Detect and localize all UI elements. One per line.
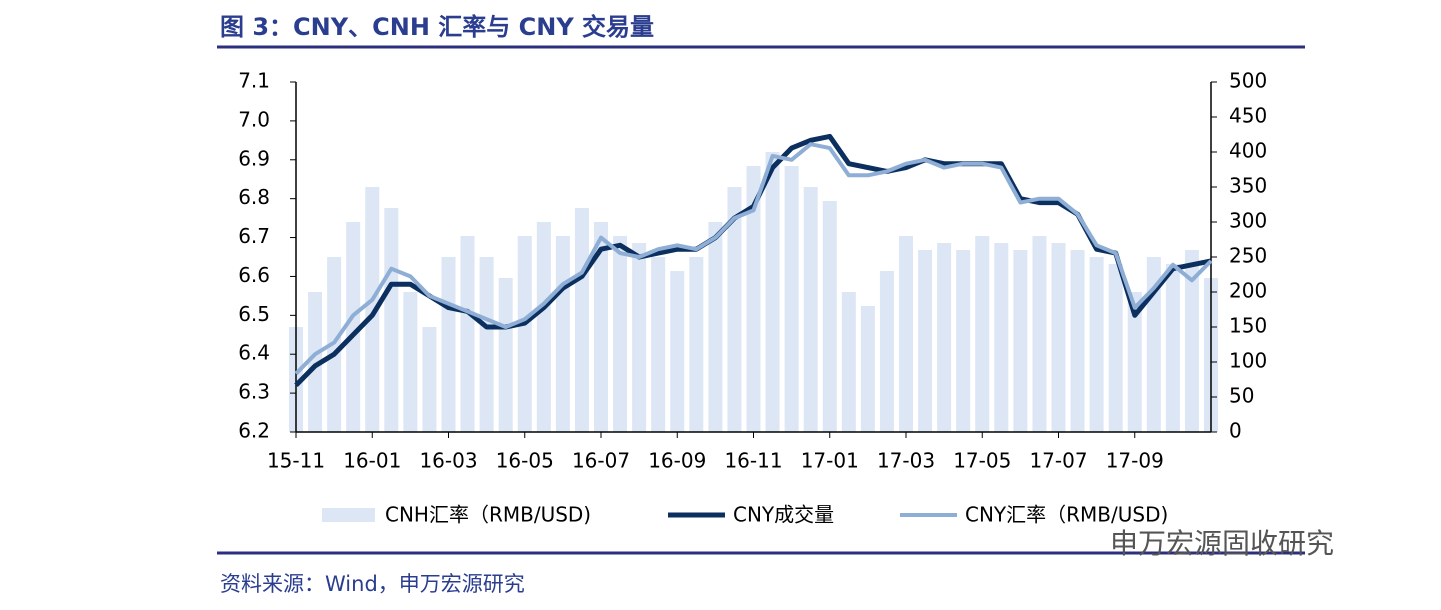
bar bbox=[365, 187, 380, 432]
bar bbox=[384, 208, 399, 432]
y-tick-label: 6.3 bbox=[238, 380, 270, 404]
x-tick-label: 17-01 bbox=[801, 449, 859, 473]
x-tick-label: 16-09 bbox=[648, 449, 706, 473]
bar bbox=[879, 271, 894, 432]
bar bbox=[651, 257, 666, 432]
bar bbox=[403, 292, 418, 432]
bar bbox=[574, 208, 589, 432]
y2-tick-label: 450 bbox=[1229, 104, 1267, 128]
bar bbox=[1127, 292, 1142, 432]
y2-tick-label: 500 bbox=[1229, 69, 1267, 93]
bar bbox=[632, 243, 647, 432]
bar bbox=[746, 166, 761, 432]
bar bbox=[1184, 250, 1199, 432]
bar bbox=[727, 187, 742, 432]
bar bbox=[803, 187, 818, 432]
x-tick-label: 15-11 bbox=[267, 449, 325, 473]
bar bbox=[975, 236, 990, 432]
legend-label: CNY汇率（RMB/USD) bbox=[965, 503, 1168, 527]
legend-label: CNY成交量 bbox=[733, 503, 834, 527]
bar bbox=[308, 292, 323, 432]
bar bbox=[346, 222, 361, 432]
y-tick-label: 7.1 bbox=[238, 69, 270, 93]
watermark: 申万宏源固收研究 bbox=[1110, 527, 1334, 560]
line bbox=[294, 142, 1213, 376]
bar bbox=[517, 236, 532, 432]
y-tick-label: 6.6 bbox=[238, 263, 270, 287]
bar bbox=[899, 236, 913, 432]
y-tick-label: 6.7 bbox=[238, 224, 270, 248]
chart-title: 图 3：CNY、CNH 汇率与 CNY 交易量 bbox=[220, 13, 654, 41]
bar bbox=[441, 257, 456, 432]
bar bbox=[1089, 257, 1104, 432]
bar bbox=[765, 152, 780, 432]
y2-tick-label: 300 bbox=[1229, 209, 1267, 233]
x-tick-label: 16-07 bbox=[572, 449, 630, 473]
bar bbox=[1051, 243, 1066, 432]
x-tick-label: 17-07 bbox=[1029, 449, 1087, 473]
bar bbox=[594, 222, 608, 432]
y2-tick-label: 400 bbox=[1229, 139, 1267, 163]
y2-tick-label: 100 bbox=[1229, 349, 1267, 373]
y2-tick-label: 350 bbox=[1229, 174, 1267, 198]
x-tick-label: 16-03 bbox=[419, 449, 477, 473]
y-tick-label: 6.5 bbox=[238, 302, 270, 326]
bar bbox=[918, 250, 933, 432]
bar bbox=[689, 257, 704, 432]
bar bbox=[956, 250, 971, 432]
legend-label: CNH汇率（RMB/USD) bbox=[385, 503, 591, 527]
bar bbox=[1165, 264, 1180, 432]
x-tick-label: 16-11 bbox=[724, 449, 782, 473]
bar bbox=[479, 257, 494, 432]
y2-tick-label: 250 bbox=[1229, 244, 1267, 268]
y2-tick-label: 0 bbox=[1229, 419, 1242, 443]
bar bbox=[1108, 264, 1123, 432]
y-tick-label: 6.8 bbox=[238, 185, 270, 209]
bar bbox=[1032, 236, 1047, 432]
bar bbox=[613, 236, 628, 432]
x-tick-label: 16-01 bbox=[343, 449, 401, 473]
bar bbox=[784, 166, 799, 432]
bar bbox=[670, 271, 685, 432]
bar bbox=[1070, 250, 1085, 432]
bar bbox=[937, 243, 952, 432]
y-tick-label: 6.2 bbox=[238, 419, 270, 443]
bar bbox=[460, 236, 475, 432]
bar bbox=[536, 222, 551, 432]
x-tick-label: 17-03 bbox=[877, 449, 935, 473]
bar bbox=[708, 222, 723, 432]
bar bbox=[841, 292, 856, 432]
bar bbox=[822, 201, 837, 432]
bar bbox=[1146, 257, 1161, 432]
bar bbox=[422, 327, 437, 432]
x-tick-label: 16-05 bbox=[496, 449, 554, 473]
y2-tick-label: 50 bbox=[1229, 384, 1254, 408]
bar bbox=[994, 243, 1009, 432]
legend-swatch bbox=[322, 508, 375, 522]
source: 资料来源：Wind，申万宏源研究 bbox=[220, 572, 525, 596]
y-tick-label: 6.9 bbox=[238, 146, 270, 170]
y-tick-label: 7.0 bbox=[238, 107, 270, 131]
bar bbox=[555, 236, 570, 432]
y2-tick-label: 200 bbox=[1229, 279, 1267, 303]
bar bbox=[498, 278, 513, 432]
y2-tick-label: 150 bbox=[1229, 314, 1267, 338]
bar bbox=[860, 306, 875, 432]
x-tick-label: 17-09 bbox=[1106, 449, 1164, 473]
bar bbox=[1013, 250, 1028, 432]
y-tick-label: 6.4 bbox=[238, 341, 270, 365]
x-tick-label: 17-05 bbox=[953, 449, 1011, 473]
